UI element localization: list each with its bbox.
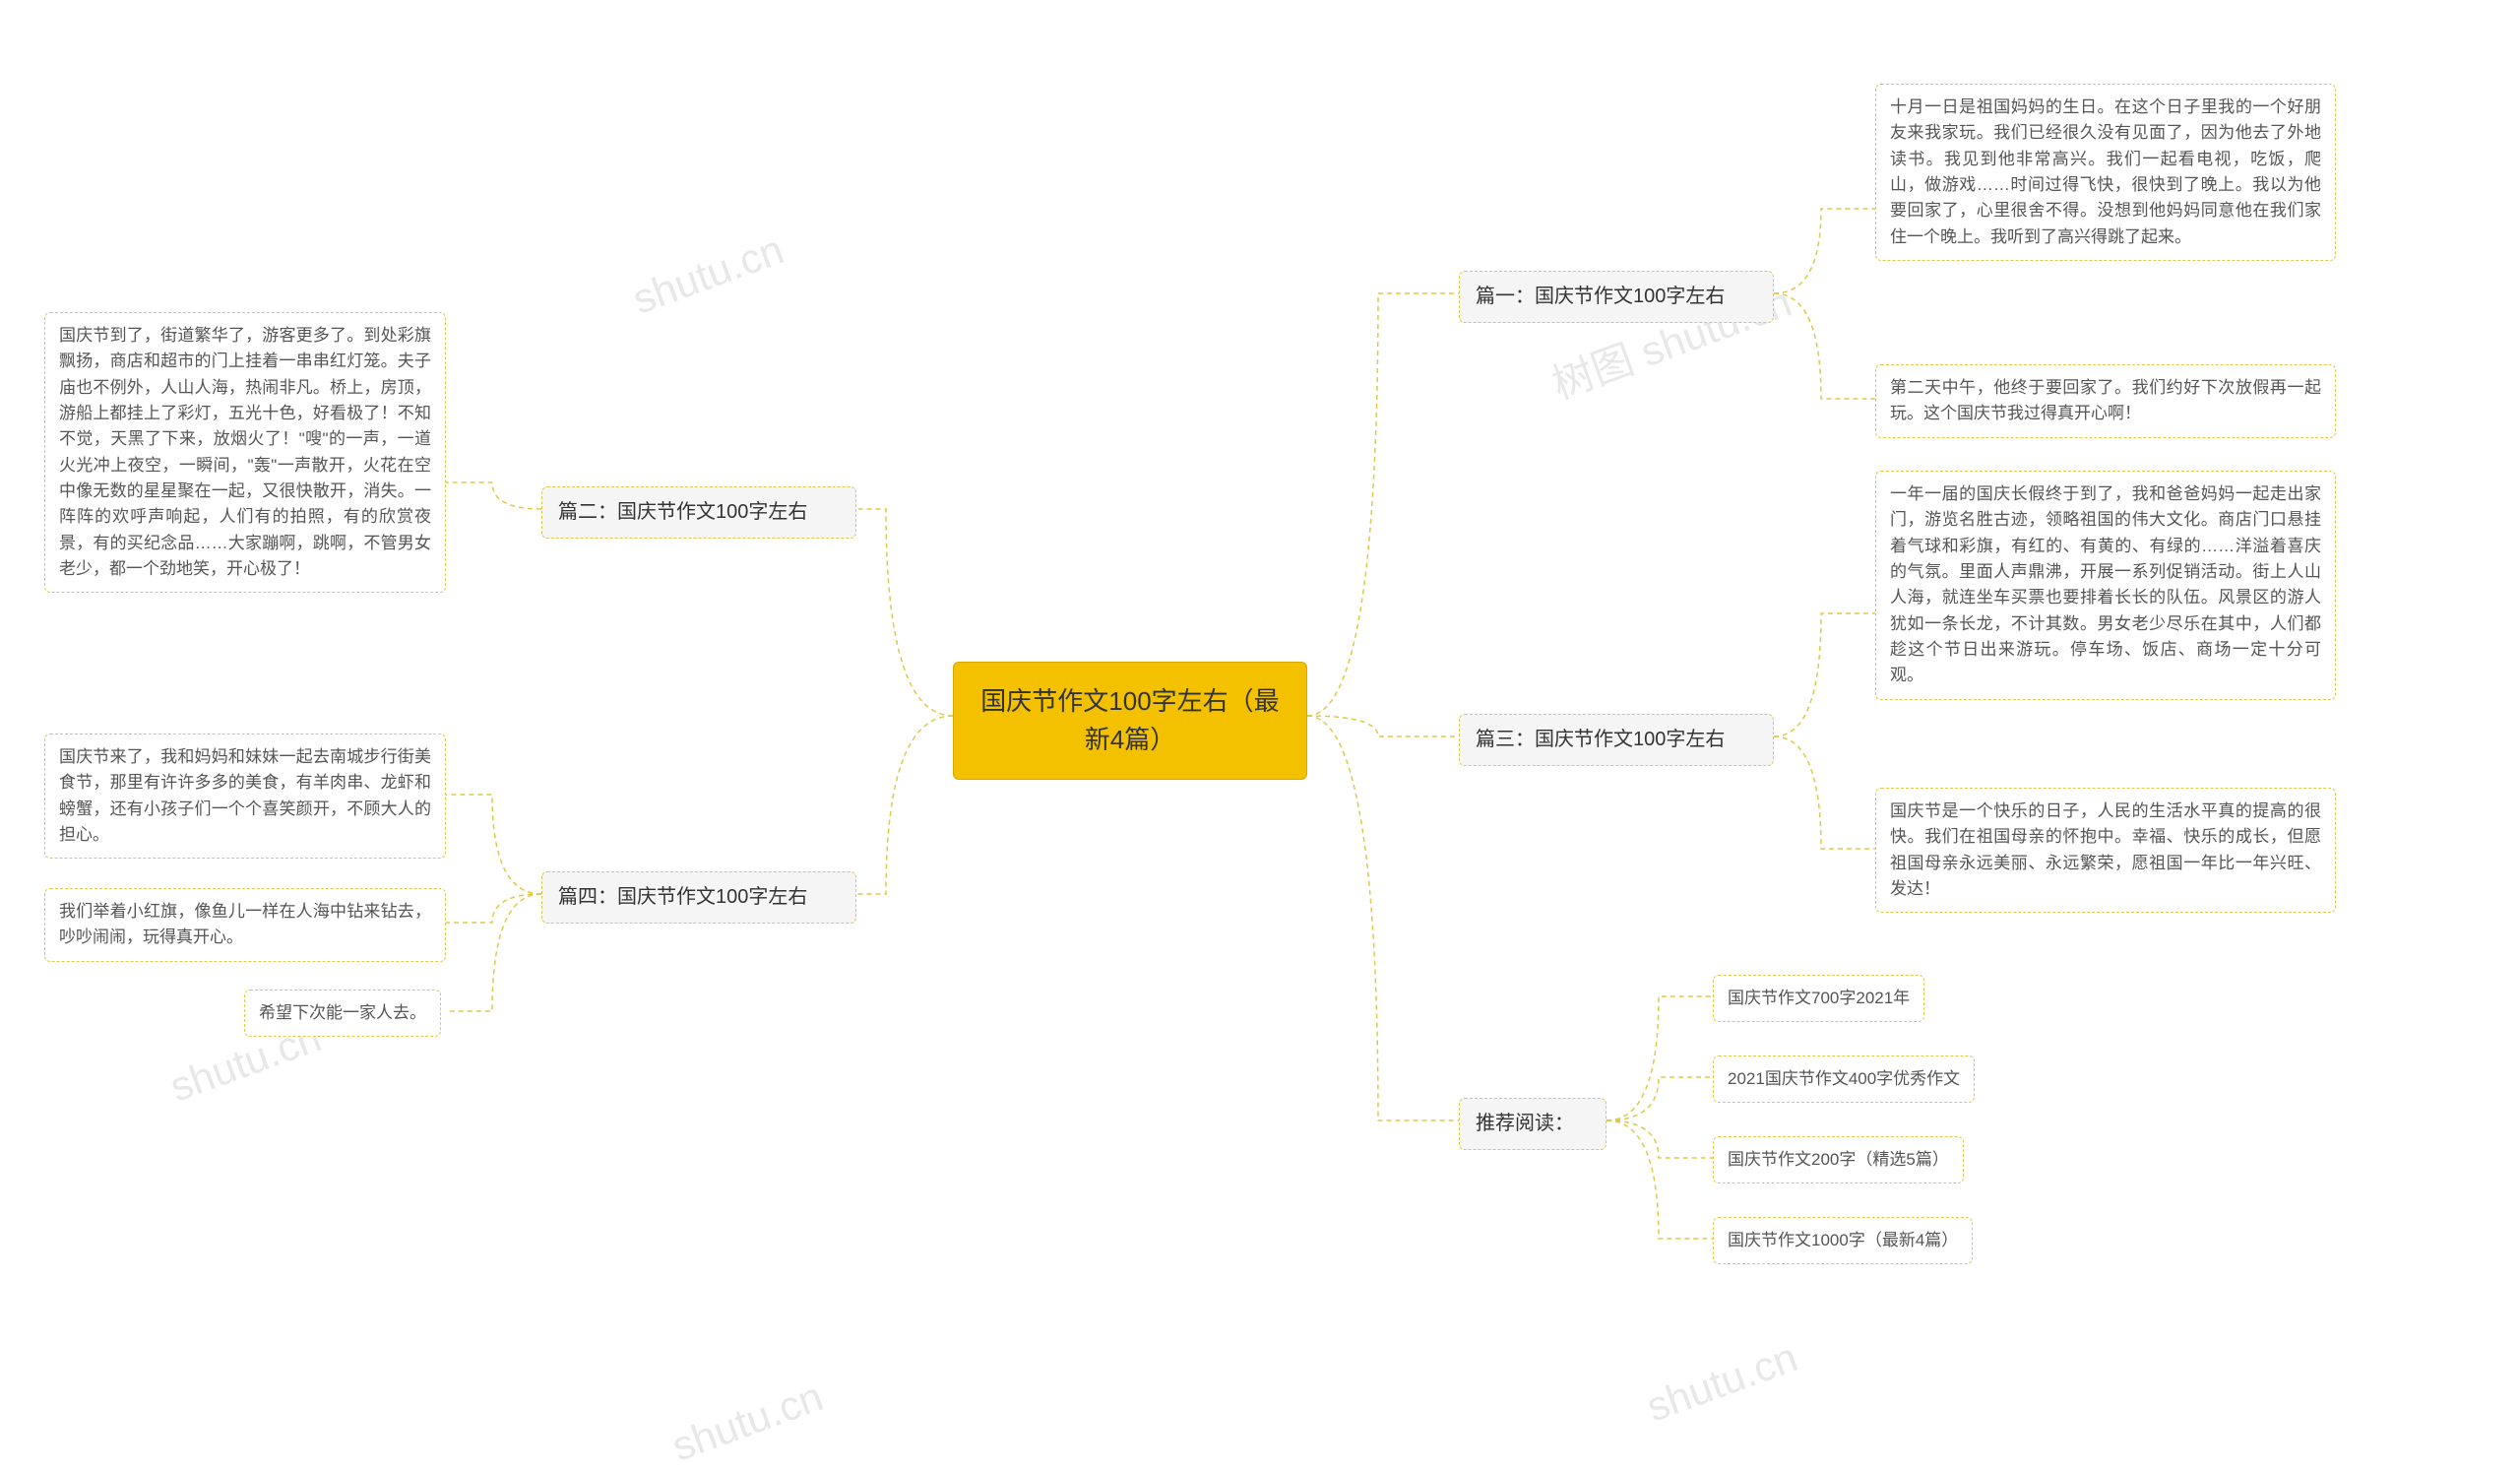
leaf-node[interactable]: 我们举着小红旗，像鱼儿一样在人海中钻来钻去，吵吵闹闹，玩得真开心。 bbox=[44, 888, 446, 962]
watermark: shutu.cn bbox=[627, 225, 790, 323]
branch-essay-1[interactable]: 篇一：国庆节作文100字左右 bbox=[1459, 271, 1774, 323]
watermark: shutu.cn bbox=[666, 1373, 830, 1470]
leaf-text: 国庆节来了，我和妈妈和妹妹一起去南城步行街美食节，那里有许许多多的美食，有羊肉串… bbox=[59, 747, 431, 844]
branch-label: 篇三：国庆节作文100字左右 bbox=[1476, 729, 1725, 750]
branch-label: 篇一：国庆节作文100字左右 bbox=[1476, 286, 1725, 307]
leaf-node[interactable]: 国庆节作文700字2021年 bbox=[1713, 975, 1924, 1022]
watermark: shutu.cn bbox=[1641, 1333, 1804, 1431]
leaf-text: 十月一日是祖国妈妈的生日。在这个日子里我的一个好朋友来我家玩。我们已经很久没有见… bbox=[1890, 97, 2321, 246]
leaf-text: 2021国庆节作文400字优秀作文 bbox=[1728, 1069, 1960, 1088]
leaf-node[interactable]: 第二天中午，他终于要回家了。我们约好下次放假再一起玩。这个国庆节我过得真开心啊！ bbox=[1875, 364, 2336, 438]
branch-label: 篇四：国庆节作文100字左右 bbox=[558, 886, 807, 908]
leaf-node[interactable]: 国庆节到了，街道繁华了，游客更多了。到处彩旗飘扬，商店和超市的门上挂着一串串红灯… bbox=[44, 312, 446, 593]
leaf-node[interactable]: 希望下次能一家人去。 bbox=[244, 990, 441, 1037]
leaf-node[interactable]: 2021国庆节作文400字优秀作文 bbox=[1713, 1055, 1975, 1103]
center-label: 国庆节作文100字左右（最新4篇） bbox=[980, 686, 1279, 754]
branch-label: 篇二：国庆节作文100字左右 bbox=[558, 501, 807, 523]
branch-essay-2[interactable]: 篇二：国庆节作文100字左右 bbox=[541, 486, 856, 539]
leaf-node[interactable]: 一年一届的国庆长假终于到了，我和爸爸妈妈一起走出家门，游览名胜古迹，领略祖国的伟… bbox=[1875, 471, 2336, 700]
leaf-text: 希望下次能一家人去。 bbox=[259, 1003, 426, 1022]
leaf-text: 国庆节到了，街道繁华了，游客更多了。到处彩旗飘扬，商店和超市的门上挂着一串串红灯… bbox=[59, 326, 431, 578]
leaf-text: 第二天中午，他终于要回家了。我们约好下次放假再一起玩。这个国庆节我过得真开心啊！ bbox=[1890, 378, 2321, 422]
leaf-node[interactable]: 国庆节作文200字（精选5篇） bbox=[1713, 1136, 1964, 1183]
leaf-text: 国庆节作文1000字（最新4篇） bbox=[1728, 1231, 1958, 1249]
branch-label: 推荐阅读： bbox=[1476, 1113, 1574, 1134]
leaf-node[interactable]: 国庆节来了，我和妈妈和妹妹一起去南城步行街美食节，那里有许许多多的美食，有羊肉串… bbox=[44, 734, 446, 859]
leaf-text: 国庆节是一个快乐的日子，人民的生活水平真的提高的很快。我们在祖国母亲的怀抱中。幸… bbox=[1890, 801, 2321, 898]
leaf-text: 国庆节作文700字2021年 bbox=[1728, 989, 1910, 1007]
center-node[interactable]: 国庆节作文100字左右（最新4篇） bbox=[953, 662, 1307, 780]
branch-recommend[interactable]: 推荐阅读： bbox=[1459, 1098, 1606, 1150]
branch-essay-3[interactable]: 篇三：国庆节作文100字左右 bbox=[1459, 714, 1774, 766]
leaf-node[interactable]: 国庆节是一个快乐的日子，人民的生活水平真的提高的很快。我们在祖国母亲的怀抱中。幸… bbox=[1875, 788, 2336, 913]
leaf-text: 我们举着小红旗，像鱼儿一样在人海中钻来钻去，吵吵闹闹，玩得真开心。 bbox=[59, 902, 431, 946]
leaf-node[interactable]: 国庆节作文1000字（最新4篇） bbox=[1713, 1217, 1973, 1264]
leaf-text: 一年一届的国庆长假终于到了，我和爸爸妈妈一起走出家门，游览名胜古迹，领略祖国的伟… bbox=[1890, 484, 2321, 684]
leaf-node[interactable]: 十月一日是祖国妈妈的生日。在这个日子里我的一个好朋友来我家玩。我们已经很久没有见… bbox=[1875, 84, 2336, 261]
branch-essay-4[interactable]: 篇四：国庆节作文100字左右 bbox=[541, 871, 856, 924]
leaf-text: 国庆节作文200字（精选5篇） bbox=[1728, 1150, 1949, 1169]
